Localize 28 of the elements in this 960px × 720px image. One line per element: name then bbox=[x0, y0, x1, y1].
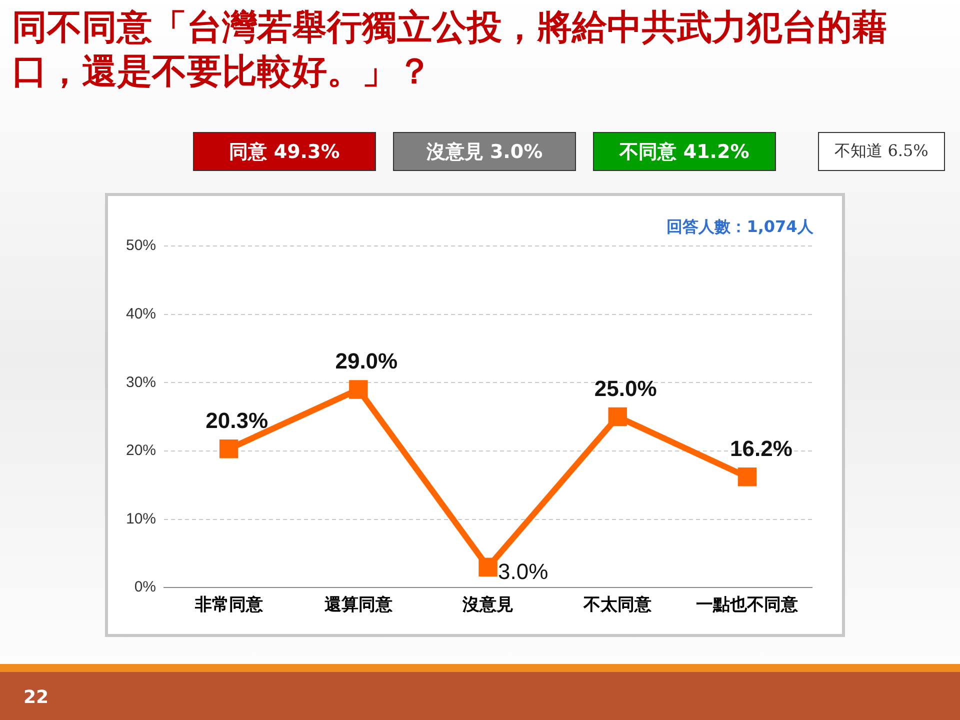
text: 回答人數：1,074人 bbox=[666, 216, 814, 238]
y-tick-label: 30% bbox=[126, 374, 156, 391]
point bbox=[738, 468, 757, 486]
x-tick-label: 一點也不同意 bbox=[696, 595, 800, 616]
chart-title: 同不同意「台灣若舉行獨立公投，將給中共武力犯台的藉口，還是不要比較好。」？ bbox=[12, 7, 888, 94]
text: 同意 49.3% bbox=[193, 132, 376, 171]
text: 沒意見 3.0% bbox=[393, 132, 576, 171]
data-label: 16.2% bbox=[730, 436, 792, 461]
x-tick-label: 不太同意 bbox=[582, 595, 653, 616]
data-label: 29.0% bbox=[335, 348, 398, 374]
data-label: 25.0% bbox=[594, 376, 657, 401]
point bbox=[219, 440, 238, 458]
point bbox=[478, 558, 498, 576]
y-tick-label: 0% bbox=[134, 578, 156, 596]
x-tick-label: 還算同意 bbox=[324, 595, 394, 616]
text: 22 bbox=[22, 686, 50, 710]
y-tick-label: 50% bbox=[126, 237, 156, 254]
point bbox=[608, 407, 627, 426]
data-label: 3.0% bbox=[498, 559, 548, 584]
x-tick-label: 非常同意 bbox=[194, 595, 264, 616]
y-tick-label: 20% bbox=[126, 442, 156, 460]
point bbox=[349, 380, 368, 399]
y-tick-label: 40% bbox=[126, 305, 156, 322]
text: 不知道 6.5% bbox=[818, 132, 945, 171]
y-tick-label: 10% bbox=[126, 510, 156, 528]
x-tick-label: 沒意見 bbox=[462, 595, 514, 616]
data-label: 20.3% bbox=[206, 408, 268, 433]
text: 不同意 41.2% bbox=[593, 132, 776, 171]
